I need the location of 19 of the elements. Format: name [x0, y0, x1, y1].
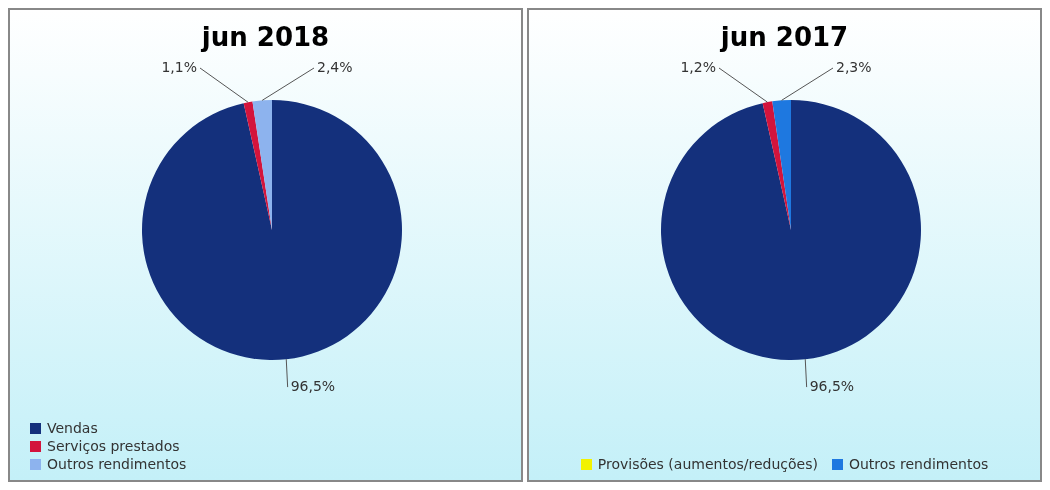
legend-label: Serviços prestados — [47, 438, 180, 454]
pie-slice — [252, 100, 272, 230]
data-label: 2,4% — [317, 59, 353, 75]
legend-label: Outros rendimentos — [47, 456, 187, 472]
chart-title: jun 2017 — [719, 22, 850, 52]
data-label: 2,3% — [836, 59, 872, 75]
legend-label: Provisões (aumentos/reduções) — [597, 456, 818, 472]
data-label: 96,5% — [809, 378, 855, 395]
data-label: 96,5% — [290, 378, 336, 395]
chart-title: jun 2018 — [200, 22, 331, 52]
pie-slice — [142, 100, 402, 360]
pie-slice — [243, 101, 272, 230]
legend-label: Outros rendimentos — [848, 456, 989, 472]
legend-label: Vendas — [47, 420, 98, 436]
pie-slice — [762, 101, 791, 230]
pie-slice — [661, 100, 921, 360]
data-label: 1,1% — [161, 59, 197, 75]
pie-slice — [772, 100, 791, 230]
data-label: 1,2% — [680, 59, 716, 75]
